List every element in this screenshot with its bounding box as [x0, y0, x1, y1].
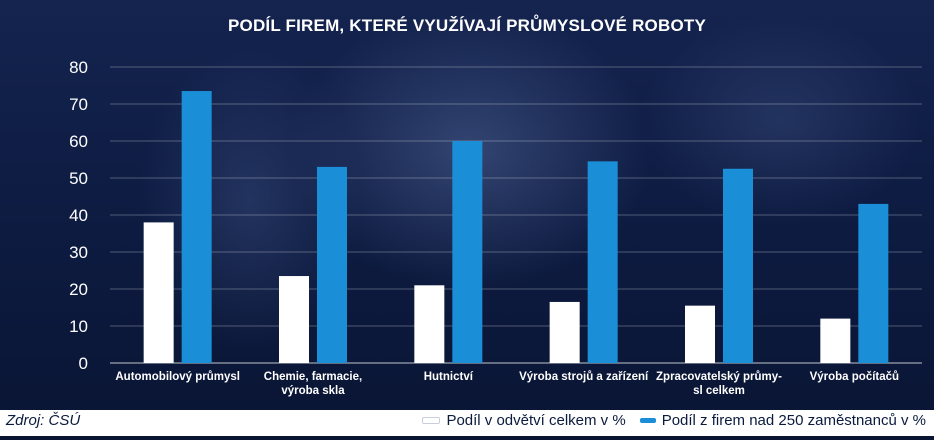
x-tick-label: sl celkem	[693, 385, 745, 397]
bar-large-firms	[452, 141, 483, 363]
bar-large-firms	[317, 166, 347, 363]
x-tick-label: Zpracovatelský průmy-	[656, 371, 782, 383]
x-tick-label: Hutnictví	[424, 371, 474, 383]
bar-overall	[414, 285, 445, 363]
bar-overall	[685, 305, 715, 363]
x-tick-label: Výroba počítačů	[810, 371, 899, 383]
legend-item-large-firms: Podíl z firem nad 250 zaměstnanců v %	[639, 412, 926, 429]
legend-label-large-firms: Podíl z firem nad 250 zaměstnanců v %	[661, 412, 926, 429]
bar-large-firms	[587, 161, 618, 363]
bar-overall	[143, 222, 174, 363]
bar-large-firms	[858, 203, 889, 363]
legend: Podíl v odvětví celkem v % Podíl z firem…	[422, 412, 926, 429]
x-tick-label: Chemie, farmacie,	[264, 371, 362, 383]
x-tick-label: výroba skla	[281, 385, 345, 397]
y-tick-label: 20	[69, 280, 88, 299]
y-tick-label: 0	[79, 354, 88, 373]
bar-overall	[820, 318, 851, 363]
legend-swatch-large-firms	[639, 418, 656, 423]
x-tick-label: Výroba strojů a zařízení	[519, 371, 649, 383]
bar-large-firms	[181, 91, 212, 364]
y-tick-label: 40	[69, 206, 88, 225]
x-tick-label: Automobilový průmysl	[115, 371, 240, 383]
legend-item-overall: Podíl v odvětví celkem v %	[422, 412, 626, 429]
bar-large-firms	[723, 168, 753, 363]
y-tick-label: 30	[69, 243, 88, 262]
y-tick-label: 10	[69, 317, 88, 336]
y-tick-label: 70	[69, 95, 88, 114]
y-tick-label: 80	[69, 58, 88, 77]
y-tick-label: 60	[69, 132, 88, 151]
legend-label-overall: Podíl v odvětví celkem v %	[446, 412, 626, 429]
y-tick-label: 50	[69, 169, 88, 188]
footer-bar	[0, 410, 934, 436]
bar-overall	[279, 276, 309, 363]
legend-swatch-overall	[422, 417, 441, 424]
chart-title: PODÍL FIREM, KTERÉ VYUŽÍVAJÍ PRŮMYSLOVÉ …	[227, 16, 706, 35]
bar-overall	[549, 301, 580, 363]
source-note: Zdroj: ČSÚ	[6, 412, 81, 429]
